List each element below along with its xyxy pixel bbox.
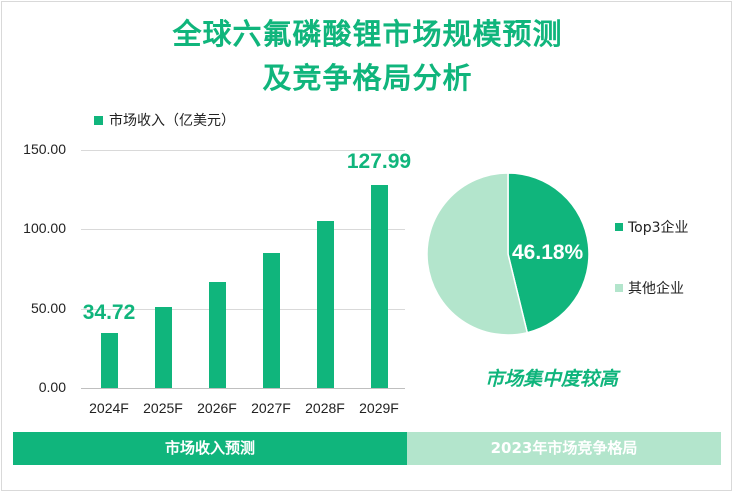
pie-legend-other-swatch [615,284,623,292]
bar-2029F [370,184,388,388]
y-tick-label: 100.00 [23,220,66,236]
footer-left-band: 市场收入预测 [13,432,407,465]
pie-legend-other: 其他企业 [615,278,684,298]
bar-2025F [154,307,172,388]
pie-slice-other [426,172,529,336]
x-tick-label: 2027F [251,400,291,416]
chart-title-line1: 全球六氟磷酸锂市场规模预测 [172,17,563,51]
y-gridline [81,150,405,151]
pie-chart [426,172,590,336]
x-tick-label: 2028F [305,400,345,416]
y-gridline [81,309,405,310]
y-tick-label: 0.00 [38,379,66,395]
pie-legend-top3-swatch [615,223,623,231]
x-tick-label: 2026F [197,400,237,416]
footer-right-band: 2023年市场竞争格局 [407,432,721,465]
bar-data-label: 34.72 [82,300,136,324]
bar-2028F [316,221,334,388]
pie-legend-top3: Top3企业 [615,217,689,237]
pie-slice-top3 [507,172,590,334]
x-tick-label: 2025F [143,400,183,416]
pie-legend-top3-label: Top3企业 [628,220,689,236]
y-tick-label: 150.00 [23,141,66,157]
bar-2027F [262,253,280,388]
bar-legend-label: 市场收入（亿美元） [109,113,235,129]
pie-legend-other-label: 其他企业 [628,281,684,297]
x-tick-label: 2024F [89,400,129,416]
y-gridline [81,388,405,389]
bar-2026F [208,281,226,388]
pie-top3-label: 46.18% [512,241,584,264]
bar-data-label: 127.99 [346,149,412,173]
y-tick-label: 50.00 [30,300,66,316]
bar-2024F [100,332,118,388]
bar-legend-swatch [94,115,103,125]
y-gridline [81,229,405,230]
x-tick-label: 2029F [359,400,399,416]
concentration-caption: 市场集中度较高 [485,368,619,390]
bar-legend: 市场收入（亿美元） [94,110,235,130]
chart-title-line2: 及竞争格局分析 [262,61,473,95]
